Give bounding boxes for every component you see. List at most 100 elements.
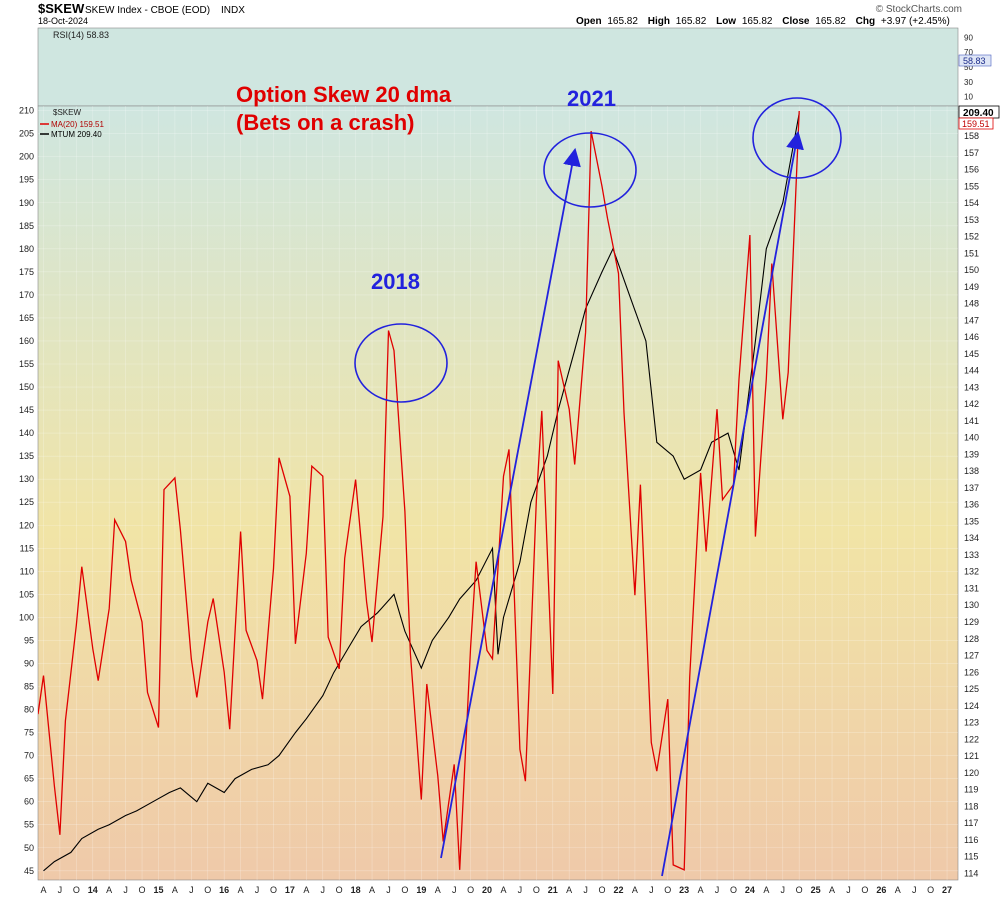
left-tick-label: 70 — [24, 751, 34, 761]
close-value: 165.82 — [815, 16, 846, 27]
left-tick-label: 90 — [24, 658, 34, 668]
right-tick-label: 139 — [964, 449, 979, 459]
right-tick-label: 133 — [964, 550, 979, 560]
left-tick-label: 45 — [24, 866, 34, 876]
x-tick-label: O — [664, 885, 671, 895]
x-tick-label: J — [255, 885, 260, 895]
right-tick-label: 119 — [964, 785, 978, 795]
right-tick-label: 157 — [964, 148, 979, 158]
x-tick-label: 14 — [88, 885, 98, 895]
left-tick-label: 125 — [19, 497, 34, 507]
left-tick-label: 80 — [24, 705, 34, 715]
right-tick-label: 130 — [964, 600, 979, 610]
x-tick-label: O — [599, 885, 606, 895]
left-tick-label: 180 — [19, 244, 34, 254]
left-tick-label: 145 — [19, 405, 34, 415]
gridlines — [38, 106, 958, 880]
left-tick-label: 105 — [19, 589, 34, 599]
rsi-ticks: 90 70 50 30 10 — [964, 33, 973, 101]
rsi-panel: 90 70 50 30 10 RSI(14) 58.83 58.83 — [37, 27, 992, 107]
right-tick-label: 121 — [964, 751, 979, 761]
x-tick-label: A — [500, 885, 506, 895]
mtum-line — [43, 113, 800, 872]
price-tags: 209.40 159.51 — [958, 105, 1000, 130]
x-tick-label: A — [369, 885, 375, 895]
symbol: $SKEW — [38, 1, 85, 16]
left-tick-label: 150 — [19, 382, 34, 392]
x-tick-label: O — [204, 885, 211, 895]
x-tick-label: 19 — [416, 885, 426, 895]
x-tick-label: A — [238, 885, 244, 895]
right-tick-label: 138 — [964, 466, 979, 476]
left-tick-label: 165 — [19, 313, 34, 323]
x-tick-label: J — [583, 885, 588, 895]
left-tick-label: 195 — [19, 175, 34, 185]
right-tick-label: 150 — [964, 265, 979, 275]
close-label: Close — [782, 16, 810, 27]
left-tick-label: 60 — [24, 797, 34, 807]
left-tick-label: 65 — [24, 774, 34, 784]
right-axis-ticks: 1591581571561551541531521511501491481471… — [964, 114, 979, 878]
right-tick-label: 123 — [964, 718, 979, 728]
x-tick-label: A — [172, 885, 178, 895]
right-tick-label: 136 — [964, 500, 979, 510]
x-tick-label: J — [321, 885, 326, 895]
right-tick-label: 147 — [964, 315, 979, 325]
legend-ma: MA(20) 159.51 — [51, 120, 104, 129]
x-tick-label: 24 — [745, 885, 755, 895]
x-tick-label: 16 — [219, 885, 229, 895]
right-tick-label: 152 — [964, 232, 979, 242]
right-tick-label: 122 — [964, 734, 979, 744]
x-tick-label: O — [861, 885, 868, 895]
legend: $SKEW MA(20) 159.51 MTUM 209.40 — [40, 108, 104, 139]
right-tick-label: 117 — [964, 818, 978, 828]
rsi-tick-label: 90 — [964, 33, 973, 42]
high-label: High — [648, 16, 670, 27]
x-tick-label: 25 — [811, 885, 821, 895]
x-tick-label: A — [566, 885, 572, 895]
x-tick-label: A — [895, 885, 901, 895]
right-tick-label: 114 — [964, 868, 978, 878]
left-tick-label: 205 — [19, 129, 34, 139]
x-tick-label: A — [763, 885, 769, 895]
chart-date: 18-Oct-2024 — [38, 16, 88, 26]
open-label: Open — [576, 16, 602, 27]
chg-label: Chg — [856, 16, 875, 27]
x-tick-label: J — [189, 885, 194, 895]
x-tick-label: J — [58, 885, 63, 895]
x-tick-label: O — [467, 885, 474, 895]
left-tick-label: 190 — [19, 198, 34, 208]
rsi-tick-label: 10 — [964, 93, 973, 102]
left-tick-label: 85 — [24, 682, 34, 692]
left-tick-label: 115 — [20, 543, 34, 553]
left-tick-label: 75 — [24, 728, 34, 738]
right-tick-label: 146 — [964, 332, 979, 342]
annotation-title-line1: Option Skew 20 dma — [236, 82, 452, 107]
x-tick-label: A — [40, 885, 46, 895]
high-value: 165.82 — [676, 16, 707, 27]
left-tick-label: 120 — [19, 520, 34, 530]
right-tick-label: 151 — [964, 248, 979, 258]
annotation-2021: 2021 — [567, 86, 616, 111]
plot-background — [37, 105, 959, 881]
right-tick-label: 116 — [964, 835, 978, 845]
open-value: 165.82 — [607, 16, 638, 27]
mtum-price-text: 209.40 — [963, 108, 994, 119]
chart-header: $SKEW SKEW Index - CBOE (EOD) INDX © Sto… — [38, 1, 962, 27]
x-tick-label: O — [270, 885, 277, 895]
left-tick-label: 110 — [20, 566, 34, 576]
right-tick-label: 125 — [964, 684, 979, 694]
x-tick-label: 18 — [351, 885, 361, 895]
right-tick-label: 153 — [964, 215, 979, 225]
right-tick-label: 156 — [964, 165, 979, 175]
x-tick-label: O — [139, 885, 146, 895]
x-tick-label: A — [106, 885, 112, 895]
arrow-2024 — [661, 130, 804, 877]
x-tick-label: 22 — [613, 885, 623, 895]
right-tick-label: 134 — [964, 533, 979, 543]
x-tick-label: O — [927, 885, 934, 895]
svg-text:Open 165.82 Hi: Open 165.82 High 165.82 Low 165.82 Close… — [576, 16, 950, 27]
left-tick-label: 210 — [19, 106, 34, 116]
x-tick-label: 26 — [876, 885, 886, 895]
left-axis-ticks: 210 205 200 195 190 185 180 175 170 165 160 155 150 1… — [19, 106, 34, 876]
